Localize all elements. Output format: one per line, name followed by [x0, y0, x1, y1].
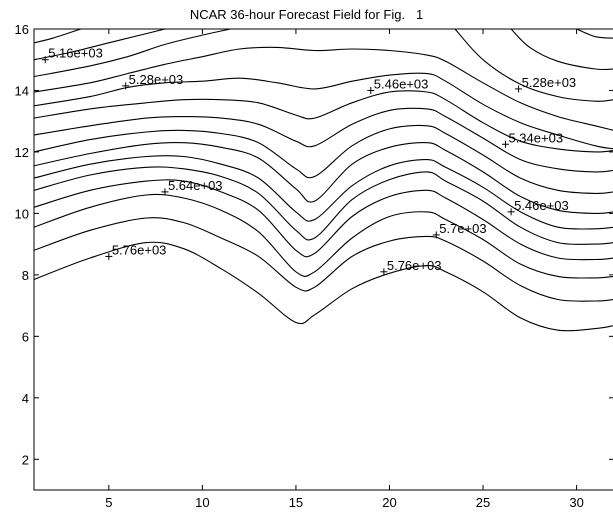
contour-level-text: 5.46e+03: [514, 198, 569, 213]
contour-labels: 5.16e+03 5.28e+03 5.46e+03 5.28e+03 5.34e+03…: [41, 46, 576, 276]
contour-label: 5.34e+03: [501, 130, 563, 148]
contour-line: [454, 29, 613, 102]
y-tick-label: 10: [15, 206, 29, 221]
contour-line: [34, 217, 613, 302]
contour-line: [34, 46, 613, 131]
contour-line: [34, 155, 613, 230]
contour-line: [34, 29, 166, 61]
contour-label: 5.46e+03: [367, 76, 428, 94]
x-tick-label: 5: [105, 495, 112, 510]
y-tick-label: 16: [15, 22, 29, 37]
contour-line: [510, 29, 613, 71]
y-tick-label: 8: [22, 268, 29, 283]
y-tick-label: 4: [22, 391, 29, 406]
contour-level-text: 5.7e+03: [439, 221, 486, 236]
contour-line: [34, 141, 613, 214]
contour-line: [576, 29, 613, 39]
contour-lines: [34, 29, 613, 332]
contour-label: 5.64e+03: [161, 178, 223, 196]
contour-line: [34, 179, 613, 261]
contour-label: 5.76e+03: [105, 242, 166, 260]
x-tick-label: 15: [289, 495, 303, 510]
contour-line: [34, 90, 613, 153]
contour-level-text: 5.28e+03: [129, 72, 184, 87]
x-tick-label: 10: [195, 495, 209, 510]
chart-title: NCAR 36-hour Forecast Field for Fig. 1: [189, 7, 424, 22]
contour-label: 5.76e+03: [380, 258, 441, 276]
contour-line: [34, 166, 613, 245]
contour-level-text: 5.76e+03: [387, 258, 442, 273]
contour-line: [34, 29, 231, 78]
y-tick-label: 2: [22, 452, 29, 467]
contour-line: [34, 107, 613, 173]
contour-line: [34, 241, 613, 332]
plot-frame: [33, 28, 613, 491]
contour-line: [34, 124, 613, 194]
contour-label: 5.16e+03: [41, 46, 103, 64]
contour-level-text: 5.34e+03: [508, 130, 563, 145]
axis-ticks: 5 10 15 20 25 30 2 4 6 8 10 12 14 16: [15, 22, 613, 510]
contour-level-text: 5.28e+03: [522, 75, 577, 90]
contour-level-text: 5.76e+03: [112, 242, 167, 257]
x-tick-label: 20: [382, 495, 396, 510]
contour-label: 5.28e+03: [515, 75, 576, 93]
y-tick-label: 14: [15, 83, 29, 98]
contour-line: [34, 29, 81, 44]
contour-label: 5.46e+03: [507, 198, 569, 216]
x-tick-label: 30: [569, 495, 583, 510]
contour-level-text: 5.64e+03: [168, 178, 223, 193]
contour-line: [34, 72, 613, 150]
y-tick-label: 6: [22, 329, 29, 344]
contour-label: 5.28e+03: [122, 72, 183, 90]
contour-line: [34, 193, 613, 279]
y-tick-label: 12: [15, 145, 29, 160]
contour-level-text: 5.16e+03: [48, 46, 103, 61]
contour-level-text: 5.46e+03: [374, 76, 429, 91]
contour-label: 5.7e+03: [432, 221, 487, 239]
x-tick-label: 25: [476, 495, 490, 510]
